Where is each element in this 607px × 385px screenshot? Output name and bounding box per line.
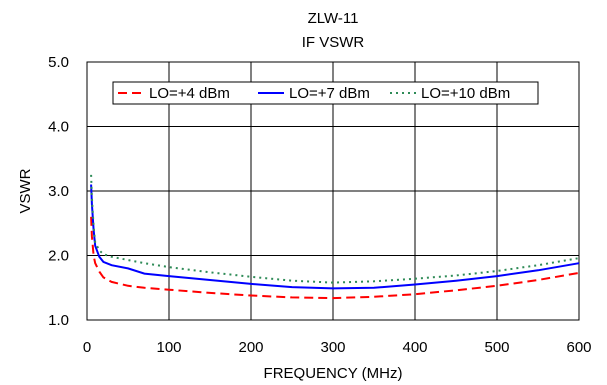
x-tick-label: 500	[484, 339, 509, 356]
x-tick-label: 0	[83, 339, 91, 356]
y-tick-label: 3.0	[48, 183, 69, 200]
x-tick-label: 100	[156, 339, 181, 356]
x-tick-label: 200	[238, 339, 263, 356]
x-tick-labels: 0 100 200 300 400 500 600	[83, 339, 592, 356]
chart-subtitle: IF VSWR	[302, 34, 365, 51]
chart-title: ZLW-11	[308, 10, 359, 27]
y-tick-label: 1.0	[48, 312, 69, 329]
legend-label-2: LO=+7 dBm	[289, 85, 370, 102]
legend: LO=+4 dBm LO=+7 dBm LO=+10 dBm	[113, 82, 538, 104]
y-tick-label: 2.0	[48, 248, 69, 265]
x-axis-label: FREQUENCY (MHz)	[264, 365, 403, 382]
x-tick-label: 400	[402, 339, 427, 356]
x-tick-label: 300	[320, 339, 345, 356]
legend-label-3: LO=+10 dBm	[421, 85, 510, 102]
y-tick-label: 4.0	[48, 119, 69, 136]
x-tick-label: 600	[566, 339, 591, 356]
legend-label-1: LO=+4 dBm	[149, 85, 230, 102]
y-tick-label: 5.0	[48, 54, 69, 71]
y-tick-labels: 1.0 2.0 3.0 4.0 5.0	[48, 54, 69, 329]
y-axis-label: VSWR	[17, 168, 34, 213]
